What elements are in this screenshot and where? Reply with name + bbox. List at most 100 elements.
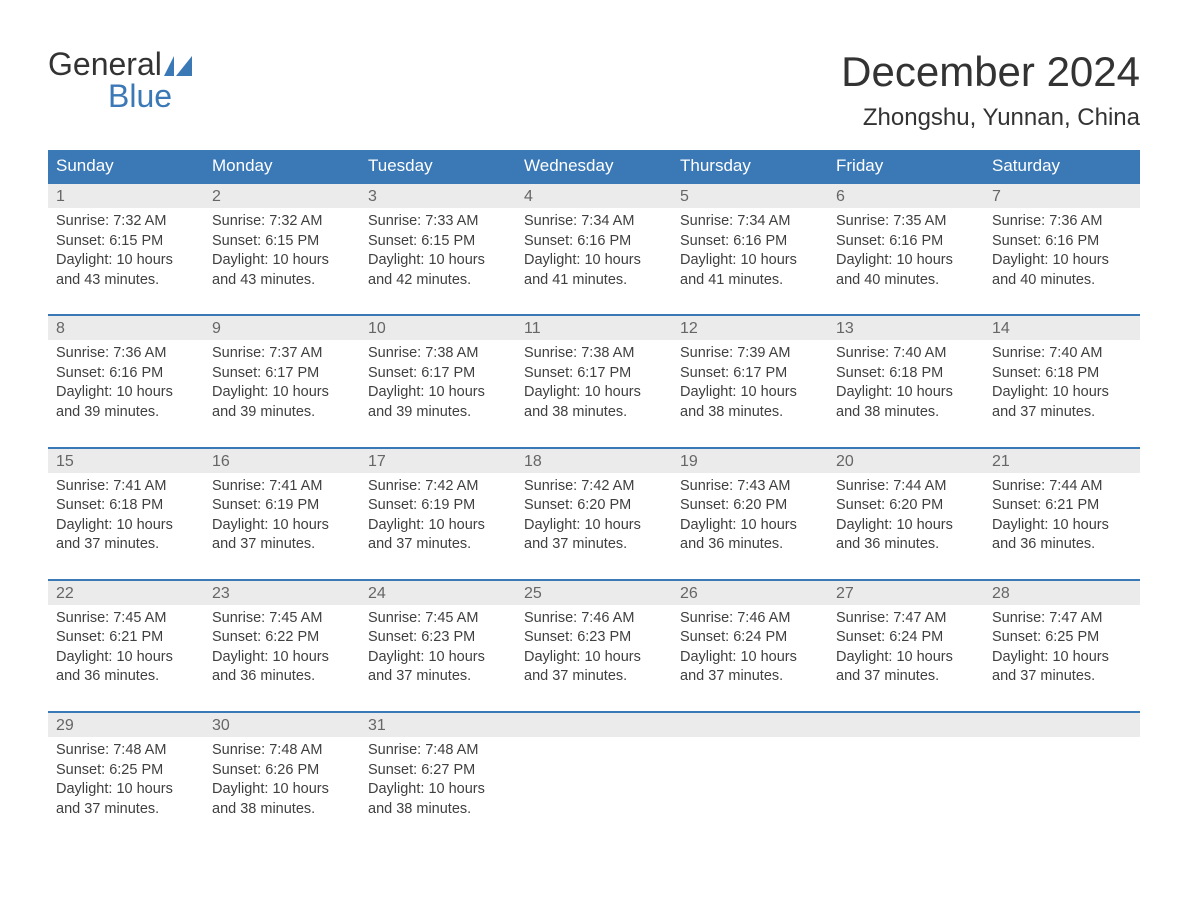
sunrise-line: Sunrise: 7:37 AM bbox=[212, 344, 352, 364]
sunset-line: Sunset: 6:16 PM bbox=[56, 364, 196, 384]
sunset-line: Sunset: 6:19 PM bbox=[212, 496, 352, 516]
day-number-row: 24 bbox=[360, 581, 516, 605]
sunset-line: Sunset: 6:15 PM bbox=[368, 232, 508, 252]
calendar-day: 29Sunrise: 7:48 AMSunset: 6:25 PMDayligh… bbox=[48, 713, 204, 827]
sunrise-line: Sunrise: 7:33 AM bbox=[368, 212, 508, 232]
daylight-line: Daylight: 10 hours and 37 minutes. bbox=[212, 516, 352, 555]
daylight-line: Daylight: 10 hours and 37 minutes. bbox=[836, 648, 976, 687]
day-number: 4 bbox=[524, 188, 533, 205]
day-number: 15 bbox=[56, 453, 74, 470]
day-number: 26 bbox=[680, 585, 698, 602]
sunset-line: Sunset: 6:26 PM bbox=[212, 761, 352, 781]
day-number-row: 21 bbox=[984, 449, 1140, 473]
daylight-line: Daylight: 10 hours and 37 minutes. bbox=[56, 780, 196, 819]
sunrise-line: Sunrise: 7:38 AM bbox=[524, 344, 664, 364]
day-body: Sunrise: 7:35 AMSunset: 6:16 PMDaylight:… bbox=[828, 208, 984, 298]
sunset-line: Sunset: 6:23 PM bbox=[524, 628, 664, 648]
sunrise-line: Sunrise: 7:34 AM bbox=[680, 212, 820, 232]
daylight-line: Daylight: 10 hours and 36 minutes. bbox=[56, 648, 196, 687]
sunrise-line: Sunrise: 7:46 AM bbox=[524, 609, 664, 629]
daylight-line: Daylight: 10 hours and 37 minutes. bbox=[992, 648, 1132, 687]
daylight-line: Daylight: 10 hours and 40 minutes. bbox=[836, 251, 976, 290]
daylight-line: Daylight: 10 hours and 39 minutes. bbox=[368, 383, 508, 422]
calendar-day: 28Sunrise: 7:47 AMSunset: 6:25 PMDayligh… bbox=[984, 581, 1140, 695]
calendar-week: 22Sunrise: 7:45 AMSunset: 6:21 PMDayligh… bbox=[48, 579, 1140, 695]
sunrise-line: Sunrise: 7:44 AM bbox=[836, 477, 976, 497]
sunset-line: Sunset: 6:18 PM bbox=[992, 364, 1132, 384]
day-number-row: 7 bbox=[984, 184, 1140, 208]
calendar-day: . bbox=[828, 713, 984, 827]
day-number: 19 bbox=[680, 453, 698, 470]
day-number-row: 9 bbox=[204, 316, 360, 340]
day-number: 23 bbox=[212, 585, 230, 602]
day-number: 25 bbox=[524, 585, 542, 602]
calendar-day: 31Sunrise: 7:48 AMSunset: 6:27 PMDayligh… bbox=[360, 713, 516, 827]
daylight-line: Daylight: 10 hours and 36 minutes. bbox=[992, 516, 1132, 555]
calendar-week: 15Sunrise: 7:41 AMSunset: 6:18 PMDayligh… bbox=[48, 447, 1140, 563]
sunrise-line: Sunrise: 7:41 AM bbox=[56, 477, 196, 497]
calendar-day: 2Sunrise: 7:32 AMSunset: 6:15 PMDaylight… bbox=[204, 184, 360, 298]
day-number-row: . bbox=[984, 713, 1140, 737]
day-number-row: 30 bbox=[204, 713, 360, 737]
day-number: 12 bbox=[680, 320, 698, 337]
day-number-row: 23 bbox=[204, 581, 360, 605]
sunrise-line: Sunrise: 7:38 AM bbox=[368, 344, 508, 364]
daylight-line: Daylight: 10 hours and 38 minutes. bbox=[680, 383, 820, 422]
daylight-line: Daylight: 10 hours and 37 minutes. bbox=[56, 516, 196, 555]
day-number: 21 bbox=[992, 453, 1010, 470]
calendar-day: 27Sunrise: 7:47 AMSunset: 6:24 PMDayligh… bbox=[828, 581, 984, 695]
day-body: Sunrise: 7:39 AMSunset: 6:17 PMDaylight:… bbox=[672, 340, 828, 430]
day-body: Sunrise: 7:42 AMSunset: 6:19 PMDaylight:… bbox=[360, 473, 516, 563]
weekday-row: SundayMondayTuesdayWednesdayThursdayFrid… bbox=[48, 150, 1140, 182]
weekday-header: Tuesday bbox=[360, 150, 516, 182]
daylight-line: Daylight: 10 hours and 38 minutes. bbox=[368, 780, 508, 819]
daylight-line: Daylight: 10 hours and 39 minutes. bbox=[56, 383, 196, 422]
month-title: December 2024 bbox=[841, 48, 1140, 96]
sunset-line: Sunset: 6:27 PM bbox=[368, 761, 508, 781]
calendar-day: 1Sunrise: 7:32 AMSunset: 6:15 PMDaylight… bbox=[48, 184, 204, 298]
day-body: Sunrise: 7:34 AMSunset: 6:16 PMDaylight:… bbox=[516, 208, 672, 298]
calendar-day: 24Sunrise: 7:45 AMSunset: 6:23 PMDayligh… bbox=[360, 581, 516, 695]
title-block: December 2024 Zhongshu, Yunnan, China bbox=[841, 48, 1140, 132]
sunrise-line: Sunrise: 7:45 AM bbox=[368, 609, 508, 629]
calendar-day: 23Sunrise: 7:45 AMSunset: 6:22 PMDayligh… bbox=[204, 581, 360, 695]
sunset-line: Sunset: 6:17 PM bbox=[524, 364, 664, 384]
day-number: 9 bbox=[212, 320, 221, 337]
daylight-line: Daylight: 10 hours and 43 minutes. bbox=[212, 251, 352, 290]
day-body: Sunrise: 7:40 AMSunset: 6:18 PMDaylight:… bbox=[828, 340, 984, 430]
logo-text-general: General bbox=[48, 48, 162, 80]
day-body: Sunrise: 7:37 AMSunset: 6:17 PMDaylight:… bbox=[204, 340, 360, 430]
calendar-day: 4 Sunrise: 7:34 AMSunset: 6:16 PMDaylight… bbox=[516, 184, 672, 298]
calendar-day: 7Sunrise: 7:36 AMSunset: 6:16 PMDaylight… bbox=[984, 184, 1140, 298]
weekday-header: Saturday bbox=[984, 150, 1140, 182]
sunrise-line: Sunrise: 7:34 AM bbox=[524, 212, 664, 232]
day-body: Sunrise: 7:42 AMSunset: 6:20 PMDaylight:… bbox=[516, 473, 672, 563]
sunset-line: Sunset: 6:20 PM bbox=[680, 496, 820, 516]
sunset-line: Sunset: 6:16 PM bbox=[836, 232, 976, 252]
day-number: 31 bbox=[368, 717, 386, 734]
sunrise-line: Sunrise: 7:48 AM bbox=[56, 741, 196, 761]
logo: General Blue bbox=[48, 48, 192, 112]
sunset-line: Sunset: 6:20 PM bbox=[524, 496, 664, 516]
day-body: Sunrise: 7:36 AMSunset: 6:16 PMDaylight:… bbox=[984, 208, 1140, 298]
day-number-row: 2 bbox=[204, 184, 360, 208]
calendar-day: . bbox=[516, 713, 672, 827]
weekday-header: Friday bbox=[828, 150, 984, 182]
daylight-line: Daylight: 10 hours and 36 minutes. bbox=[836, 516, 976, 555]
day-body: Sunrise: 7:32 AMSunset: 6:15 PMDaylight:… bbox=[48, 208, 204, 298]
sunrise-line: Sunrise: 7:39 AM bbox=[680, 344, 820, 364]
daylight-line: Daylight: 10 hours and 39 minutes. bbox=[212, 383, 352, 422]
calendar-day: 30Sunrise: 7:48 AMSunset: 6:26 PMDayligh… bbox=[204, 713, 360, 827]
day-number-row: 3 bbox=[360, 184, 516, 208]
day-number-row: 18 bbox=[516, 449, 672, 473]
logo-line1: General bbox=[48, 48, 192, 80]
sunset-line: Sunset: 6:17 PM bbox=[368, 364, 508, 384]
day-number: 24 bbox=[368, 585, 386, 602]
sunrise-line: Sunrise: 7:32 AM bbox=[212, 212, 352, 232]
daylight-line: Daylight: 10 hours and 37 minutes. bbox=[368, 648, 508, 687]
sunrise-line: Sunrise: 7:45 AM bbox=[212, 609, 352, 629]
day-number-row: 11 bbox=[516, 316, 672, 340]
day-number-row: 8 bbox=[48, 316, 204, 340]
day-number-row: 22 bbox=[48, 581, 204, 605]
sunrise-line: Sunrise: 7:45 AM bbox=[56, 609, 196, 629]
